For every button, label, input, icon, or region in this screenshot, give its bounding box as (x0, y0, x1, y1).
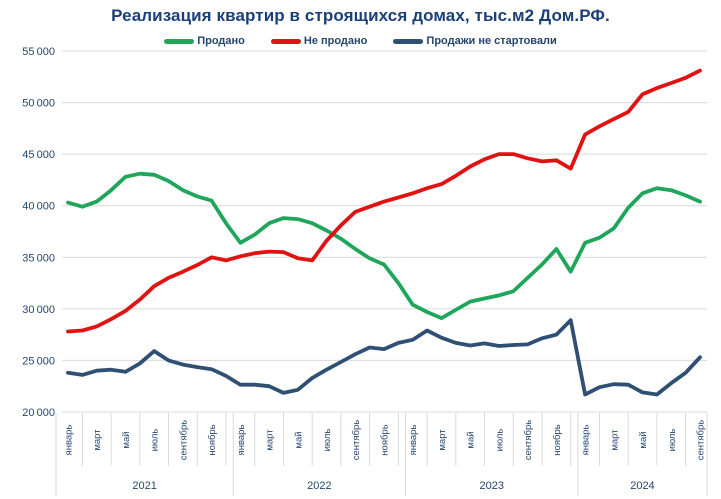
legend-label-unsold: Не продано (303, 35, 368, 47)
y-tick-label: 30 000 (22, 304, 55, 316)
x-tick-label: март (92, 429, 103, 451)
y-tick-label: 35 000 (22, 252, 55, 264)
x-tick-label: сентябрь (523, 420, 534, 460)
y-tick-label: 20 000 (22, 407, 55, 419)
x-tick-label: май (638, 431, 649, 448)
x-tick-label: май (121, 431, 132, 448)
not-started-line-swatch-icon (393, 38, 424, 44)
y-tick-label: 25 000 (22, 355, 55, 367)
series-line-1 (66, 68, 702, 334)
x-tick-label: июль (150, 429, 161, 452)
x-tick-label: ноябрь (552, 424, 563, 455)
series-line-2 (66, 318, 702, 397)
x-tick-label: сентябрь (351, 420, 362, 460)
legend-label-not-started: Продажи не стартовали (426, 35, 557, 47)
x-tick-label: май (293, 431, 304, 448)
x-tick-label: январь (581, 425, 592, 456)
legend-label-sold: Продано (197, 35, 245, 47)
legend-item-not-started: Продажи не стартовали (393, 35, 557, 47)
x-tick-label: ноябрь (380, 424, 391, 455)
unsold-line-swatch-icon (270, 38, 301, 44)
x-tick-label: март (609, 429, 620, 451)
x-tick-label: январь (408, 425, 419, 456)
x-tick-label: сентябрь (696, 420, 707, 460)
x-tick-label: январь (236, 425, 247, 456)
y-tick-label: 40 000 (22, 201, 55, 213)
x-tick-label: январь (64, 425, 75, 456)
legend: Продано Не продано Продажи не стартовали (0, 33, 721, 49)
y-tick-label: 55 000 (22, 46, 55, 58)
legend-item-sold: Продано (164, 35, 245, 47)
legend-item-unsold: Не продано (270, 35, 368, 47)
year-label: 2022 (307, 480, 331, 492)
x-tick-label: сентябрь (178, 420, 189, 460)
x-tick-label: июль (322, 429, 333, 452)
sold-line-swatch-icon (164, 38, 195, 44)
year-label: 2023 (479, 480, 503, 492)
year-label: 2024 (630, 480, 654, 492)
x-tick-label: июль (494, 429, 505, 452)
series-line-0 (66, 171, 702, 321)
x-tick-label: май (466, 431, 477, 448)
year-label: 2021 (132, 480, 156, 492)
x-tick-label: ноябрь (207, 424, 218, 455)
chart-title: Реализация квартир в строящихся домах, т… (111, 6, 610, 25)
y-tick-label: 45 000 (22, 149, 55, 161)
x-tick-label: март (265, 429, 276, 451)
x-tick-label: март (437, 429, 448, 451)
x-tick-label: июль (667, 429, 678, 452)
y-tick-label: 50 000 (22, 98, 55, 110)
